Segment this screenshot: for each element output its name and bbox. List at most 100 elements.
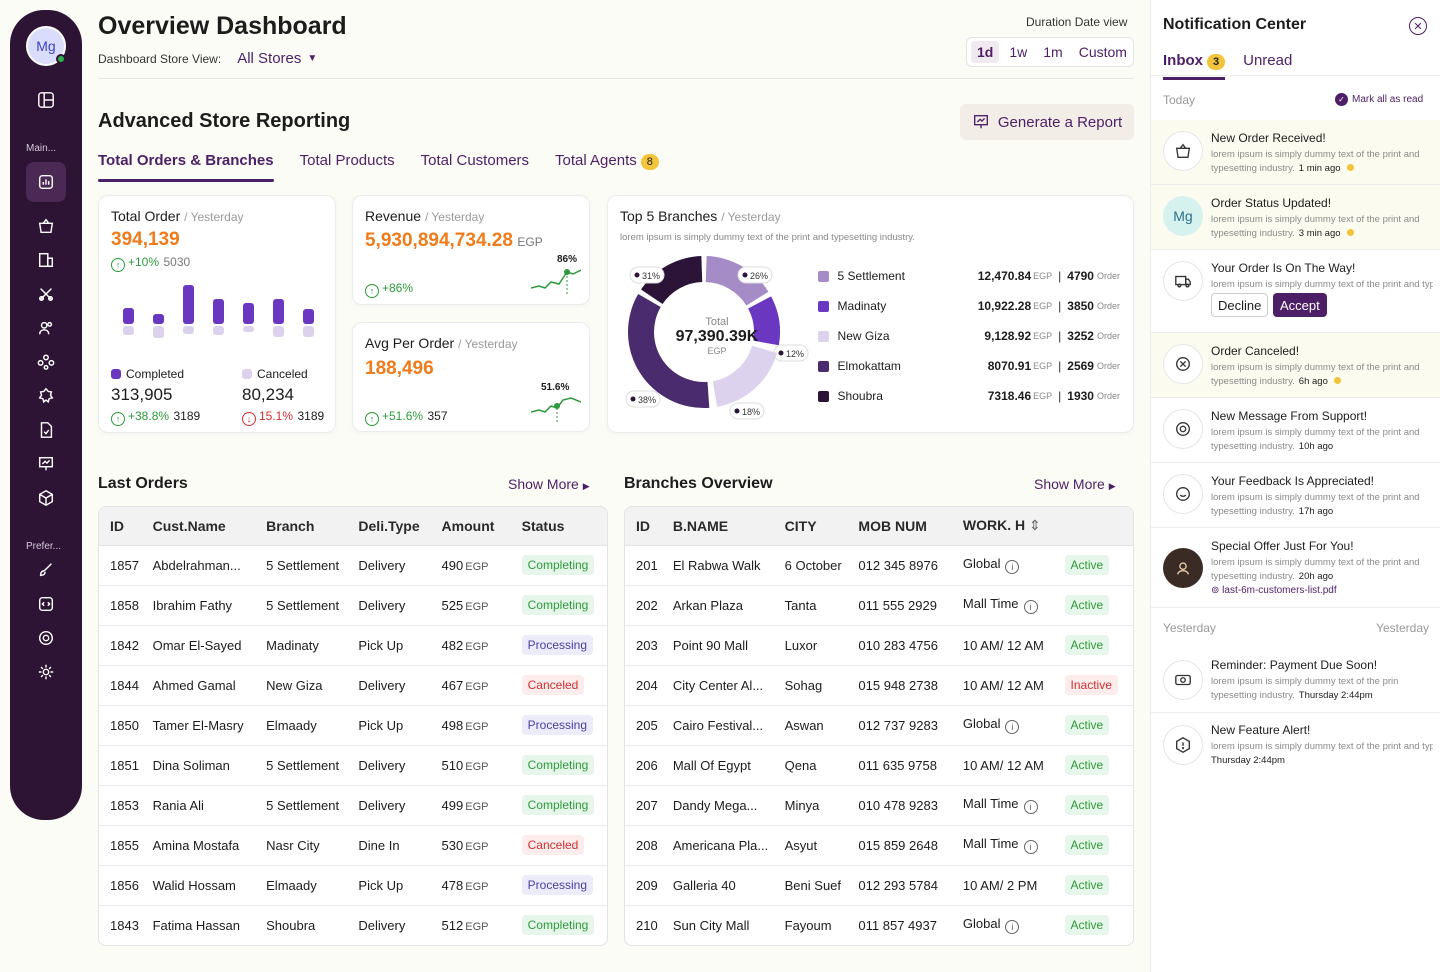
- code-icon[interactable]: [30, 588, 62, 620]
- notification-item[interactable]: Your Order Is On The Way! lorem ipsum is…: [1151, 250, 1440, 333]
- notification-item[interactable]: New Message From Support! lorem ipsum is…: [1151, 398, 1440, 463]
- table-row[interactable]: 1856 Walid Hossam Elmaady Pick Up 478 EGP Proc…: [99, 865, 607, 906]
- duration-tab-1w[interactable]: 1w: [1009, 44, 1028, 60]
- document-icon[interactable]: [30, 414, 62, 446]
- mark-all-read-button[interactable]: ✓ Mark all as read: [1335, 93, 1423, 106]
- table-cell: Tanta: [773, 585, 848, 626]
- info-icon[interactable]: i: [1023, 800, 1038, 814]
- settings-icon[interactable]: [30, 656, 62, 688]
- notification-item[interactable]: Reminder: Payment Due Soon! lorem ipsum …: [1151, 648, 1440, 713]
- table-cell: 011 857 4937: [858, 917, 937, 933]
- table-row[interactable]: 206 Mall Of Egypt Qena 011 635 9758 10 AM/ 1…: [625, 745, 1133, 786]
- tools-icon[interactable]: [30, 278, 62, 310]
- table-cell: 1855: [99, 825, 142, 866]
- canceled-bar: [183, 326, 194, 334]
- status-badge: Active: [1064, 835, 1110, 855]
- notification-item[interactable]: Your Feedback Is Appreciated! lorem ipsu…: [1151, 463, 1440, 528]
- notification-time: 10h ago: [1298, 441, 1334, 452]
- notification-item[interactable]: Special Offer Just For You! lorem ipsum …: [1151, 528, 1440, 608]
- table-row[interactable]: 201 El Rabwa Walk 6 October 012 345 8976 Glo…: [625, 545, 1133, 586]
- table-row[interactable]: 1858 Ibrahim Fathy 5 Settlement Delivery 525…: [99, 585, 607, 626]
- duration-tab-1d[interactable]: 1d: [971, 41, 1000, 63]
- table-row[interactable]: 205 Cairo Festival... Aswan 012 737 9283 Glo…: [625, 705, 1133, 746]
- notification-item[interactable]: Mg Order Status Updated! lorem ipsum is …: [1151, 185, 1440, 250]
- support-icon[interactable]: [30, 622, 62, 654]
- table-cell: Americana Pla...: [661, 825, 774, 866]
- badge-icon[interactable]: [30, 380, 62, 412]
- unread-dot: [1333, 377, 1341, 384]
- status-cell: Processing: [510, 705, 607, 746]
- table-row[interactable]: 1855 Amina Mostafa Nasr City Dine In 530 EGP C…: [99, 825, 607, 866]
- generate-report-button[interactable]: Generate a Report: [960, 104, 1134, 140]
- amount-currency: EGP: [465, 680, 489, 693]
- table-row[interactable]: 1851 Dina Soliman 5 Settlement Delivery 510 E…: [99, 745, 607, 786]
- brush-icon[interactable]: [30, 554, 62, 586]
- info-icon[interactable]: i: [1005, 560, 1020, 574]
- table-row[interactable]: 210 Sun City Mall Fayoum 011 857 4937 Global…: [625, 905, 1133, 945]
- notification-item[interactable]: Order Canceled! lorem ipsum is simply du…: [1151, 333, 1440, 398]
- close-icon[interactable]: ✕: [1409, 17, 1427, 35]
- table-cell: Elmaady: [255, 865, 348, 906]
- team-icon[interactable]: [30, 346, 62, 378]
- amount-currency: EGP: [465, 760, 489, 773]
- tab-inbox[interactable]: Inbox 3: [1163, 52, 1226, 80]
- last-orders-show-more[interactable]: Show More ▶: [508, 476, 590, 492]
- basket-icon[interactable]: [30, 210, 62, 242]
- amount-value: 498: [441, 717, 464, 733]
- layout-icon[interactable]: [30, 84, 62, 116]
- notification-item[interactable]: New Order Received! lorem ipsum is simpl…: [1151, 120, 1440, 185]
- duration-tab-custom[interactable]: Custom: [1078, 44, 1127, 60]
- attachment-link[interactable]: ⊚ last-6m-customers-list.pdf: [1211, 585, 1337, 596]
- branch-orders: 4790: [1067, 269, 1094, 283]
- branch-color-swatch: [818, 270, 829, 282]
- table-row[interactable]: 209 Galleria 40 Beni Suef 012 293 5784 10 AM…: [625, 865, 1133, 906]
- store-icon[interactable]: [30, 244, 62, 276]
- branch-orders: 2569: [1067, 359, 1094, 373]
- tab-unread[interactable]: Unread: [1243, 52, 1293, 69]
- tab-total-products[interactable]: Total Products: [299, 152, 395, 169]
- sort-icon[interactable]: ⇕: [1025, 517, 1041, 534]
- presentation-icon[interactable]: [30, 448, 62, 480]
- table-cell: 207: [625, 785, 662, 826]
- accept-button[interactable]: Accept: [1273, 293, 1327, 317]
- svg-text:26%: 26%: [750, 271, 768, 281]
- amount-currency: EGP: [465, 920, 489, 933]
- table-row[interactable]: 1843 Fatima Hassan Shoubra Delivery 512 EGP Co…: [99, 905, 607, 945]
- sidebar-item-dashboard[interactable]: [26, 162, 66, 202]
- duration-tab-1m[interactable]: 1m: [1043, 44, 1063, 60]
- info-icon[interactable]: i: [1005, 920, 1020, 935]
- info-icon[interactable]: i: [1023, 840, 1038, 854]
- table-row[interactable]: 1842 Omar El-Sayed Madinaty Pick Up 482 EGP Pr…: [99, 625, 607, 666]
- decline-button[interactable]: Decline: [1211, 293, 1269, 317]
- table-row[interactable]: 1844 Ahmed Gamal New Giza Delivery 467 EGP Can…: [99, 665, 607, 706]
- canceled-bar: [153, 326, 164, 338]
- table-row[interactable]: 204 City Center Al... Sohag 015 948 2738 10 …: [625, 665, 1133, 706]
- box-icon[interactable]: [30, 482, 62, 514]
- info-icon[interactable]: i: [1023, 600, 1038, 614]
- attachment-name: last-6m-customers-list.pdf: [1222, 585, 1337, 596]
- status-badge: Active: [1064, 755, 1110, 775]
- table-row[interactable]: 203 Point 90 Mall Luxor 010 283 4756 10 AM/ …: [625, 625, 1133, 666]
- tab-total-agents[interactable]: Total Agents 8: [555, 152, 659, 180]
- table-row[interactable]: 1857 Abdelrahman... 5 Settlement Delivery 49…: [99, 545, 607, 586]
- table-cell: Ibrahim Fathy: [141, 585, 256, 626]
- table-row[interactable]: 208 Americana Pla... Asyut 015 859 2648 Mall…: [625, 825, 1133, 866]
- work-hours-cell: Mall Time i: [951, 785, 1054, 826]
- users-icon[interactable]: [30, 312, 62, 344]
- table-row[interactable]: 202 Arkan Plaza Tanta 011 555 2929 Mall Time…: [625, 585, 1133, 626]
- table-row[interactable]: 207 Dandy Mega... Minya 010 478 9283 Mall Ti…: [625, 785, 1133, 826]
- table-cell: 206: [625, 745, 662, 786]
- notification-item[interactable]: New Feature Alert! lorem ipsum is simply…: [1151, 713, 1440, 778]
- amount-value: 499: [441, 797, 464, 813]
- completed-bar: [183, 285, 194, 324]
- table-row[interactable]: 1853 Rania Ali 5 Settlement Delivery 499 EGP C…: [99, 785, 607, 826]
- tab-total-orders[interactable]: Total Orders & Branches: [98, 152, 274, 182]
- store-dropdown[interactable]: All Stores ▼: [237, 50, 317, 67]
- user-avatar[interactable]: Mg: [26, 26, 66, 66]
- tab-total-customers[interactable]: Total Customers: [420, 152, 530, 169]
- column-header[interactable]: WORK. H ⇕: [951, 507, 1054, 546]
- amount-currency: EGP: [465, 640, 489, 653]
- info-icon[interactable]: i: [1005, 720, 1020, 734]
- table-row[interactable]: 1850 Tamer El-Masry Elmaady Pick Up 498 EGP Pr…: [99, 705, 607, 746]
- branches-show-more[interactable]: Show More ▶: [1034, 476, 1116, 492]
